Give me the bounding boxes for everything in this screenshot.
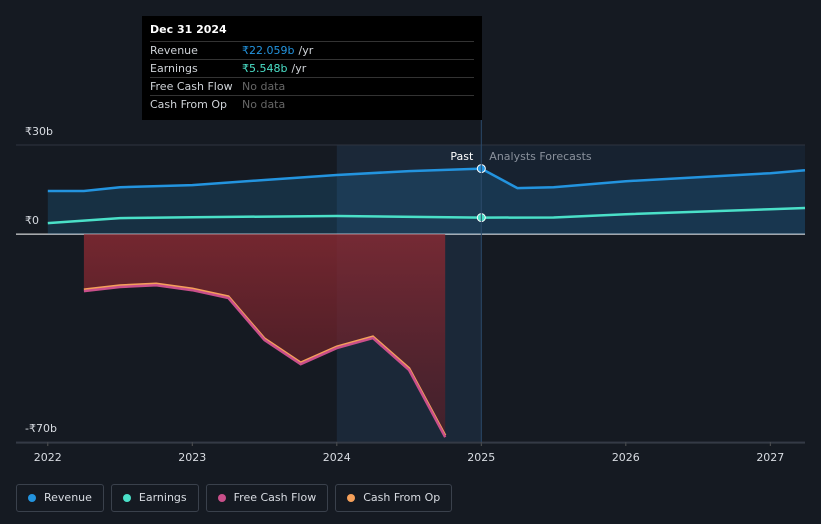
tooltip-label: Cash From Op (150, 98, 228, 111)
tooltip-unit: /yr (291, 62, 307, 75)
tooltip-row: Cash From Op No data (150, 95, 474, 113)
tooltip-label: Free Cash Flow (150, 80, 233, 93)
forecast-label: Analysts Forecasts (489, 150, 592, 163)
x-tick-label: 2026 (612, 451, 640, 464)
legend-item[interactable]: Earnings (110, 484, 199, 512)
legend-dot (122, 494, 131, 502)
legend-dot (217, 494, 226, 502)
tooltip-label: Earnings (150, 62, 198, 75)
legend-dot (28, 494, 36, 502)
tooltip-row: Earnings ₹5.548b/yr (150, 59, 474, 77)
series-line (83, 283, 447, 438)
legend-label: Earnings (138, 491, 187, 504)
legend-item[interactable]: Cash From Op (335, 484, 453, 512)
x-tick-label: 2022 (34, 451, 62, 464)
tooltip-date: Dec 31 2024 (150, 23, 227, 36)
legend-dot (347, 494, 356, 502)
x-tick-label: 2027 (756, 451, 784, 464)
legend-item[interactable]: Revenue (16, 484, 104, 512)
tooltip-row: Free Cash Flow No data (150, 77, 474, 95)
tooltip-unit: /yr (298, 44, 314, 57)
y-tick-label: ₹30b (25, 125, 53, 138)
forecast-region (481, 145, 805, 235)
x-tick-label: 2023 (178, 451, 206, 464)
tooltip-value: ₹22.059b (242, 44, 295, 57)
legend-label: Free Cash Flow (233, 491, 317, 504)
legend-item[interactable]: Free Cash Flow (205, 484, 329, 512)
tooltip-value: No data (242, 98, 286, 111)
x-tick-label: 2024 (323, 451, 351, 464)
tooltip-value: ₹5.548b (242, 62, 288, 75)
legend-label: Cash From Op (363, 491, 441, 504)
legend: Revenue Earnings Free Cash Flow Cash From O… (16, 484, 453, 512)
legend-label: Revenue (44, 491, 92, 504)
tooltip-label: Revenue (150, 44, 198, 57)
x-tick-label: 2025 (467, 451, 495, 464)
past-label: Past (450, 150, 474, 163)
tooltip: Dec 31 2024 Revenue ₹22.059b/yr Earnings ₹5… (142, 16, 482, 120)
y-tick-label: ₹0 (25, 214, 39, 227)
tooltip-row: Revenue ₹22.059b/yr (150, 41, 474, 59)
area-fill (83, 234, 446, 438)
y-tick-label: -₹70b (25, 422, 57, 435)
series-line (47, 167, 806, 193)
tooltip-value: No data (242, 80, 286, 93)
